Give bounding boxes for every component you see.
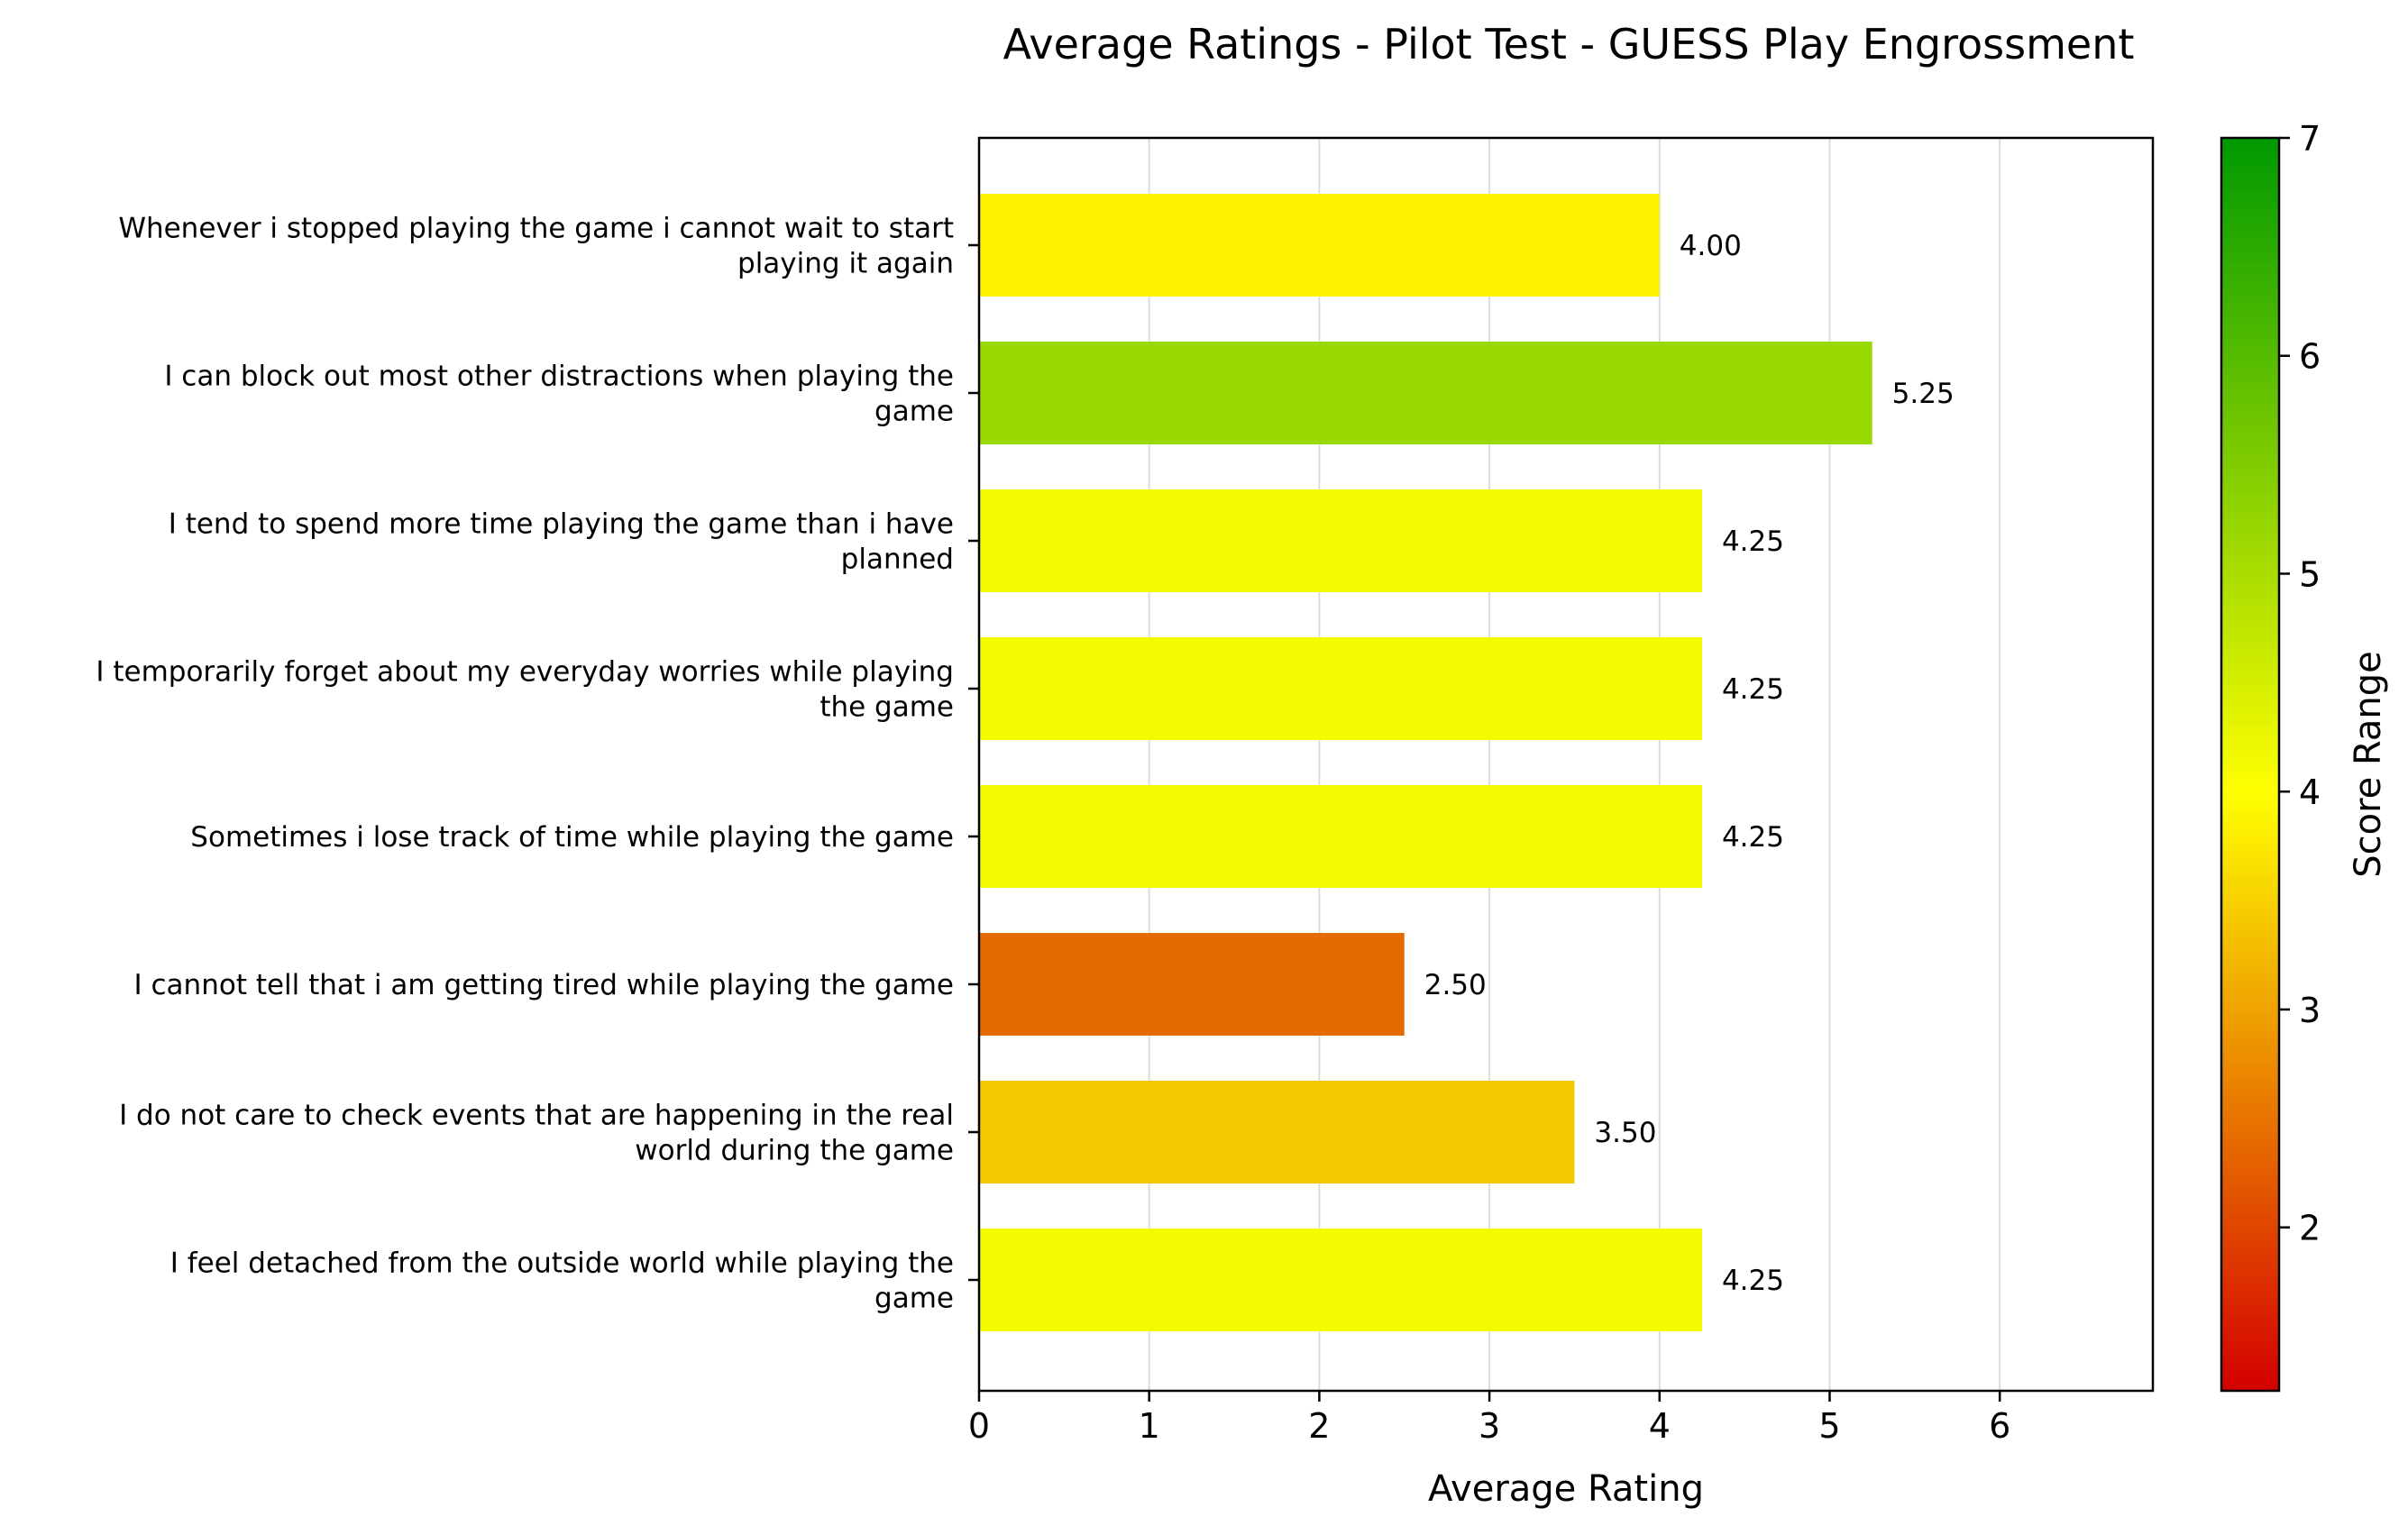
bar-value-label: 4.25 bbox=[1722, 1265, 1784, 1297]
bar bbox=[979, 1081, 1575, 1183]
bar bbox=[979, 933, 1405, 1036]
x-tick-label: 3 bbox=[1479, 1406, 1500, 1446]
category-label: I tend to spend more time playing the ga… bbox=[169, 508, 954, 576]
x-tick-label: 4 bbox=[1649, 1406, 1671, 1446]
category-label: I do not care to check events that are h… bbox=[119, 1100, 954, 1167]
colorbar-tick-label: 4 bbox=[2299, 772, 2321, 812]
colorbar-gradient bbox=[2220, 136, 2281, 1393]
colorbar-tick-label: 6 bbox=[2299, 337, 2321, 377]
bar-value-label: 5.25 bbox=[1892, 378, 1955, 410]
bar bbox=[979, 489, 1702, 592]
bar bbox=[979, 637, 1702, 740]
bar-value-label: 4.25 bbox=[1722, 525, 1784, 558]
x-tick-label: 5 bbox=[1818, 1406, 1840, 1446]
colorbar-tick-label: 2 bbox=[2299, 1209, 2321, 1248]
category-axis: Whenever i stopped playing the game i ca… bbox=[96, 213, 979, 1315]
bar bbox=[979, 342, 1872, 444]
bar bbox=[979, 1229, 1702, 1331]
category-label: I can block out most other distractions … bbox=[164, 361, 954, 428]
colorbar-label: Score Range bbox=[2348, 651, 2389, 878]
bar-value-label: 3.50 bbox=[1594, 1117, 1656, 1149]
category-label: Sometimes i lose track of time while pla… bbox=[190, 821, 954, 854]
x-tick-label: 1 bbox=[1139, 1406, 1160, 1446]
grid-lines bbox=[978, 138, 2001, 1391]
bar-value-label: 2.50 bbox=[1424, 969, 1487, 1001]
category-label: I feel detached from the outside world w… bbox=[170, 1247, 954, 1315]
category-label: Whenever i stopped playing the game i ca… bbox=[118, 213, 954, 280]
bars: 4.00 5.25 4.25 4.25 4.25 2.50 3.50 4.25 bbox=[979, 194, 1955, 1331]
colorbar-tick-label: 7 bbox=[2299, 119, 2321, 159]
x-tick-label: 6 bbox=[1989, 1406, 2010, 1446]
bar bbox=[979, 194, 1660, 297]
plot-frame bbox=[977, 136, 2155, 1393]
bar bbox=[979, 785, 1702, 888]
chart-title: Average Ratings - Pilot Test - GUESS Pla… bbox=[1003, 20, 2135, 69]
bar-value-label: 4.25 bbox=[1722, 821, 1784, 854]
category-label: I cannot tell that i am getting tired wh… bbox=[134, 969, 954, 1001]
bar-value-label: 4.00 bbox=[1680, 230, 1742, 262]
x-tick-label: 0 bbox=[968, 1406, 990, 1446]
colorbar: 2 3 4 5 6 7 Score Range bbox=[2220, 119, 2389, 1393]
colorbar-tick-label: 5 bbox=[2299, 554, 2321, 594]
category-label: I temporarily forget about my everyday w… bbox=[96, 656, 954, 724]
x-axis: 0 1 2 3 4 5 6 bbox=[968, 1391, 2010, 1446]
bar-value-label: 4.25 bbox=[1722, 673, 1784, 706]
x-tick-label: 2 bbox=[1308, 1406, 1330, 1446]
colorbar-tick-label: 3 bbox=[2299, 991, 2321, 1030]
x-axis-label: Average Rating bbox=[1428, 1468, 1704, 1510]
